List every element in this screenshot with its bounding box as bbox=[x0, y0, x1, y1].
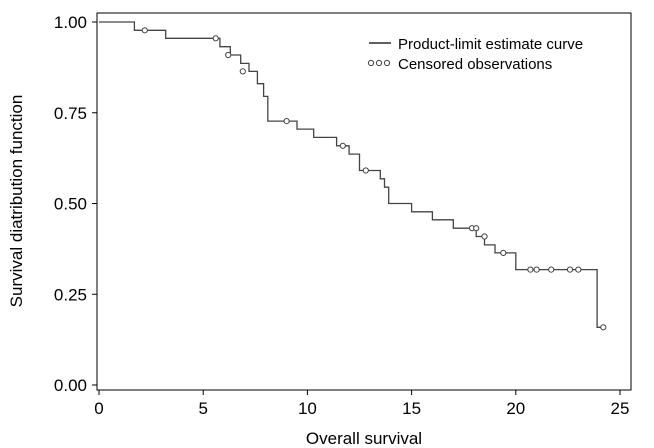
legend-label-curve: Product-limit estimate curve bbox=[398, 36, 583, 53]
censored-point bbox=[566, 266, 574, 273]
x-tick-label: 25 bbox=[611, 399, 630, 418]
y-axis-title: Survival diatribution function bbox=[7, 95, 26, 308]
x-tick-label: 5 bbox=[198, 399, 207, 418]
y-tick-label: 0.75 bbox=[54, 104, 87, 123]
censored-point bbox=[481, 233, 488, 240]
x-tick-label: 10 bbox=[298, 399, 317, 418]
x-axis: 0 5 10 15 20 25 bbox=[94, 390, 629, 418]
x-tick-label: 0 bbox=[94, 399, 103, 418]
y-tick-label: 0.50 bbox=[54, 195, 87, 214]
censored-point bbox=[239, 68, 246, 75]
censored-point bbox=[212, 35, 219, 42]
product-limit-curve bbox=[99, 21, 604, 328]
y-tick-label: 1.00 bbox=[54, 13, 87, 32]
censored-point bbox=[548, 266, 555, 273]
y-axis: 0.00 0.25 0.50 0.75 1.00 bbox=[54, 13, 97, 395]
censored-point bbox=[283, 118, 290, 125]
legend-circle bbox=[375, 59, 383, 67]
censored-point bbox=[141, 27, 148, 34]
censored-observations bbox=[141, 27, 607, 331]
censored-point bbox=[533, 266, 540, 273]
legend: Product-limit estimate curve Censored ob… bbox=[367, 36, 583, 73]
censored-point bbox=[339, 142, 346, 149]
censored-point bbox=[225, 51, 232, 59]
x-axis-title: Overall survival bbox=[306, 429, 422, 448]
censored-point bbox=[575, 266, 582, 273]
censored-point bbox=[600, 324, 607, 331]
legend-circle bbox=[367, 59, 375, 67]
censored-point bbox=[473, 225, 480, 232]
y-tick-label: 0.00 bbox=[54, 376, 87, 395]
y-tick-label: 0.25 bbox=[54, 285, 87, 304]
plot-area bbox=[96, 12, 632, 391]
censored-point bbox=[500, 249, 507, 256]
legend-circle bbox=[383, 59, 391, 67]
x-tick-label: 20 bbox=[506, 399, 525, 418]
legend-label-censored: Censored observations bbox=[398, 56, 552, 73]
legend-circles-swatch bbox=[367, 59, 391, 67]
x-tick-label: 15 bbox=[402, 399, 421, 418]
censored-point bbox=[362, 167, 369, 174]
censored-point bbox=[527, 266, 534, 273]
